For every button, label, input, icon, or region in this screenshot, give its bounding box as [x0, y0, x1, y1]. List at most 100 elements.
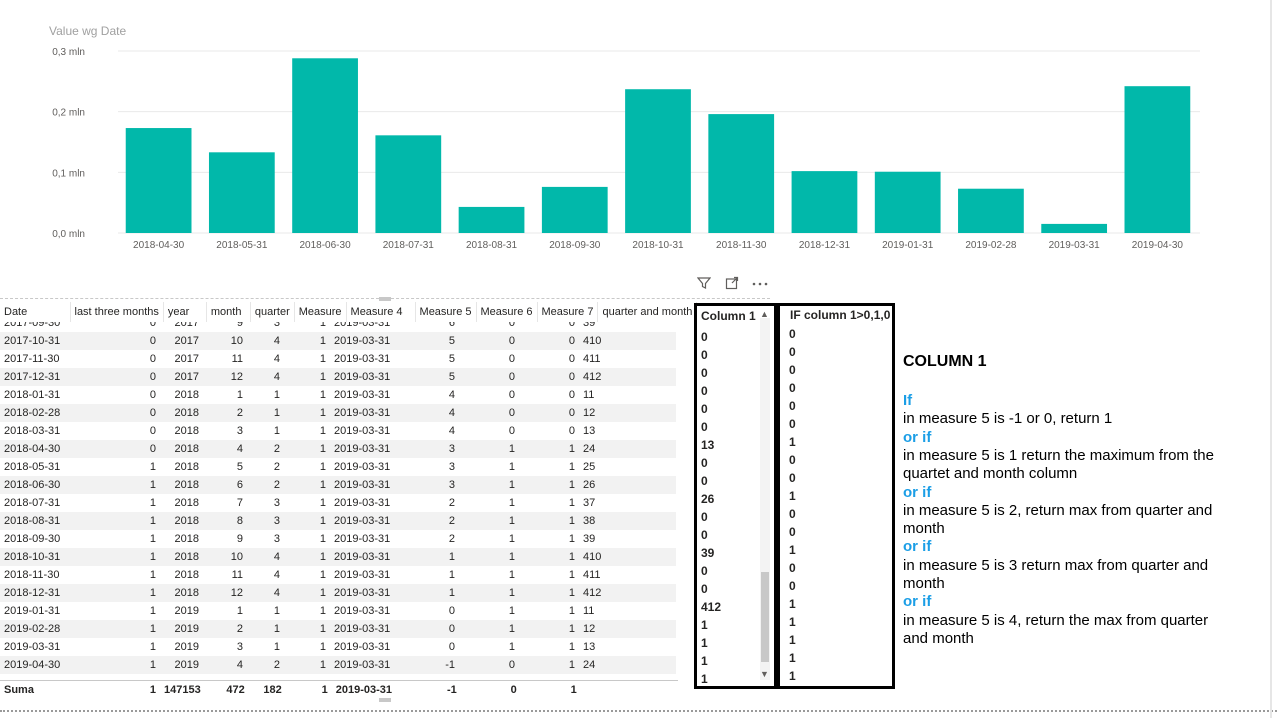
bar-2018-10-31[interactable] — [625, 89, 691, 233]
table-cell: 1 — [399, 584, 459, 602]
table-body[interactable]: 2017-09-30 0 2017 9 3 1 2019-03-31 6 0 0 39 2017-10… — [0, 322, 694, 680]
table-cell: 0 — [519, 404, 579, 422]
table-resize-handle[interactable] — [379, 297, 391, 301]
table-cell: 0 — [149, 322, 156, 329]
column-header[interactable]: month — [206, 302, 251, 322]
column1-value: 0 — [701, 420, 708, 434]
column-header[interactable]: quarter and month — [597, 302, 698, 322]
table-row[interactable]: 2019-03-31 1 2019 3 1 1 2019-03-31 0 1 1 13 — [0, 638, 676, 656]
table-cell: 5 — [236, 461, 243, 473]
column-header[interactable]: Measure 6 — [476, 302, 538, 322]
table-cell: 11 — [583, 389, 595, 401]
table-row[interactable]: 2017-09-30 0 2017 9 3 1 2019-03-31 6 0 0 39 — [0, 322, 676, 332]
table-cell: 10 — [203, 332, 247, 350]
ifcolumn-value: 0 — [789, 471, 796, 485]
table-row[interactable]: 2017-12-31 0 2017 12 4 1 2019-03-31 5 0 0 412 — [0, 368, 676, 386]
table-cell: 411 — [583, 353, 601, 365]
column-header[interactable]: last three months — [70, 302, 164, 322]
table-row[interactable]: 2018-02-28 0 2018 2 1 1 2019-03-31 4 0 0 12 — [0, 404, 676, 422]
table-cell: 1 — [568, 605, 575, 617]
bar-2018-11-30[interactable] — [708, 114, 775, 233]
table-cell: 2018 — [160, 548, 203, 566]
table-cell: 2019-03-31 — [334, 497, 391, 509]
table-cell: 13 — [583, 425, 596, 437]
notes-keyword: or if — [903, 538, 932, 556]
column-header[interactable]: Measure 5 — [415, 302, 477, 322]
bar-2018-12-31[interactable] — [791, 171, 858, 233]
table-cell: 1 — [284, 620, 330, 638]
bar-chart[interactable]: 0,0 mln 0,1 mln 0,2 mln 0,3 mln 2018-04-30 20… — [0, 0, 1277, 260]
column-header[interactable]: Measure 7 — [537, 302, 599, 322]
filter-icon[interactable] — [696, 276, 712, 293]
table-row[interactable]: 2018-09-30 1 2018 9 3 1 2019-03-31 2 1 1 39 — [0, 530, 676, 548]
table-row[interactable]: 2019-04-30 1 2019 4 2 1 2019-03-31 -1 0 1 24 — [0, 656, 676, 674]
total-cell: 147153 — [160, 680, 205, 699]
column-header[interactable]: quarter — [250, 302, 295, 322]
table-cell: 2019-03-31 — [334, 425, 391, 437]
table-row[interactable]: 2018-03-31 0 2018 3 1 1 2019-03-31 4 0 0 13 — [0, 422, 676, 440]
scroll-up-icon[interactable]: ▲ — [760, 309, 769, 319]
bar-2018-06-30[interactable] — [292, 58, 358, 233]
table-cell: 0 — [70, 368, 160, 386]
total-cell: 0 — [460, 680, 521, 699]
column-header[interactable]: year — [163, 302, 207, 322]
table-cell: 4 — [273, 569, 280, 581]
notes-line: in measure 5 is 3 return max from quarte… — [903, 556, 1209, 574]
bar-2018-07-31[interactable] — [375, 135, 442, 233]
table-row[interactable]: 2018-12-31 1 2018 12 4 1 2019-03-31 1 1 1 412 — [0, 584, 676, 602]
table-cell: 24 — [579, 440, 676, 458]
table-cell: 0 — [459, 656, 519, 674]
table-cell: 1 — [459, 440, 519, 458]
table-row[interactable]: 2018-04-30 0 2018 4 2 1 2019-03-31 3 1 1 24 — [0, 440, 676, 458]
table-cell: 25 — [583, 461, 596, 473]
scrollbar-thumb[interactable] — [761, 572, 769, 662]
table-cell: 4 — [203, 440, 247, 458]
table-cell: 1 — [70, 656, 160, 674]
notes-line: month — [903, 575, 945, 592]
column1-value: 0 — [701, 582, 708, 596]
bar-2018-08-31[interactable] — [458, 206, 525, 233]
bar-2019-02-28[interactable] — [958, 188, 1024, 233]
column-header[interactable]: Measure — [294, 302, 347, 322]
table-resize-handle[interactable] — [379, 698, 391, 702]
table-row[interactable]: 2018-01-31 0 2018 1 1 1 2019-03-31 4 0 0 11 — [0, 386, 676, 404]
table-cell: 0 — [149, 389, 156, 401]
table-row[interactable]: 2018-06-30 1 2018 6 2 1 2019-03-31 3 1 1 26 — [0, 476, 676, 494]
table-cell: 2 — [448, 497, 455, 509]
table-row[interactable]: 2019-01-31 1 2019 1 1 1 2019-03-31 0 1 1 11 — [0, 602, 676, 620]
table-cell: 2019-03-31 — [330, 548, 399, 566]
table-cell: 1 — [519, 476, 579, 494]
table-cell: 11 — [231, 353, 243, 365]
column-header[interactable]: Measure 4 — [346, 302, 416, 322]
bar-2019-03-31[interactable] — [1041, 223, 1108, 233]
column-header[interactable]: Date — [0, 302, 71, 322]
bar-2018-05-31[interactable] — [208, 152, 275, 233]
column1-value: 0 — [701, 330, 708, 344]
table-row[interactable]: 2018-05-31 1 2018 5 2 1 2019-03-31 3 1 1 25 — [0, 458, 676, 476]
total-cell: -1 — [400, 680, 461, 699]
bar-2018-04-30[interactable] — [125, 128, 192, 233]
table-cell: 0 — [459, 332, 519, 350]
bar-2019-01-31[interactable] — [874, 171, 941, 233]
table-cell: 2019-02-28 — [0, 620, 70, 638]
scrollbar-track[interactable] — [760, 318, 770, 680]
table-row[interactable]: 2019-02-28 1 2019 2 1 1 2019-03-31 0 1 1 12 — [0, 620, 676, 638]
table-cell: 412 — [579, 368, 676, 386]
table-row[interactable]: 2018-08-31 1 2018 8 3 1 2019-03-31 2 1 1 38 — [0, 512, 676, 530]
bar-2018-09-30[interactable] — [541, 186, 608, 233]
notes-line: in measure 5 is 4, return the max from q… — [903, 611, 1209, 629]
table-cell: 1 — [568, 533, 575, 545]
table-row[interactable]: 2018-07-31 1 2018 7 3 1 2019-03-31 2 1 1 37 — [0, 494, 676, 512]
table-cell: 2 — [247, 440, 284, 458]
column1-value: 26 — [701, 492, 715, 506]
table-cell: 2 — [273, 461, 280, 473]
bar-2019-04-30[interactable] — [1124, 86, 1191, 233]
table-row[interactable]: 2018-11-30 1 2018 11 4 1 2019-03-31 1 1 1 411 — [0, 566, 676, 584]
table-row[interactable]: 2017-11-30 0 2017 11 4 1 2019-03-31 5 0 0 411 — [0, 350, 676, 368]
focus-mode-icon[interactable] — [725, 276, 739, 293]
scroll-down-icon[interactable]: ▼ — [760, 669, 769, 679]
more-options-icon[interactable] — [751, 277, 769, 293]
table-row[interactable]: 2017-10-31 0 2017 10 4 1 2019-03-31 5 0 0 410 — [0, 332, 676, 350]
table-row[interactable]: 2018-10-31 1 2018 10 4 1 2019-03-31 1 1 1 410 — [0, 548, 676, 566]
table-cell: 2019-03-31 — [330, 476, 399, 494]
